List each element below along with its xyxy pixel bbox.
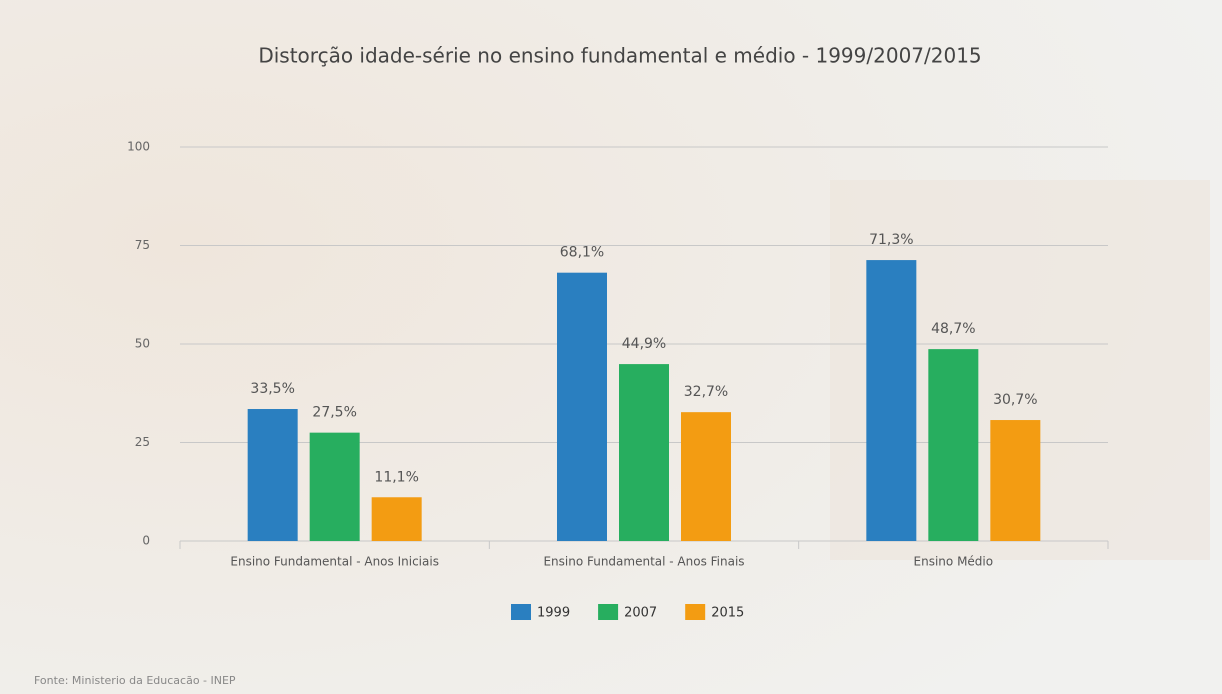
bar: [557, 273, 607, 541]
y-tick-label: 75: [135, 238, 150, 252]
legend-swatch: [511, 604, 531, 620]
y-tick-label: 25: [135, 435, 150, 449]
legend-label: 2015: [711, 606, 744, 621]
bar: [372, 497, 422, 541]
bar: [681, 412, 731, 541]
bar: [310, 433, 360, 541]
value-label: 27,5%: [312, 405, 356, 421]
value-label: 48,7%: [931, 321, 975, 337]
legend-label: 1999: [537, 606, 570, 621]
value-label: 30,7%: [993, 392, 1037, 408]
value-label: 32,7%: [684, 384, 728, 400]
value-label: 68,1%: [560, 245, 604, 261]
source-note: Fonte: Ministerio da Educacão - INEP: [34, 674, 236, 687]
value-label: 71,3%: [869, 232, 913, 248]
bar: [990, 420, 1040, 541]
value-label: 11,1%: [374, 469, 418, 485]
legend-label: 2007: [624, 606, 657, 621]
bar: [928, 349, 978, 541]
x-tick-label: Ensino Fundamental - Anos Iniciais: [230, 555, 439, 569]
bar: [619, 364, 669, 541]
x-tick-label: Ensino Médio: [914, 555, 994, 569]
chart: Distorção idade-série no ensino fundamen…: [0, 0, 1222, 694]
legend-swatch: [685, 604, 705, 620]
bar: [248, 409, 298, 541]
value-label: 44,9%: [622, 336, 666, 352]
bar: [866, 260, 916, 541]
x-tick-label: Ensino Fundamental - Anos Finais: [543, 555, 744, 569]
y-tick-label: 100: [127, 140, 150, 154]
y-tick-label: 0: [142, 534, 150, 548]
legend-swatch: [598, 604, 618, 620]
value-label: 33,5%: [250, 381, 294, 397]
y-tick-label: 50: [135, 337, 150, 351]
chart-title: Distorção idade-série no ensino fundamen…: [258, 44, 981, 68]
